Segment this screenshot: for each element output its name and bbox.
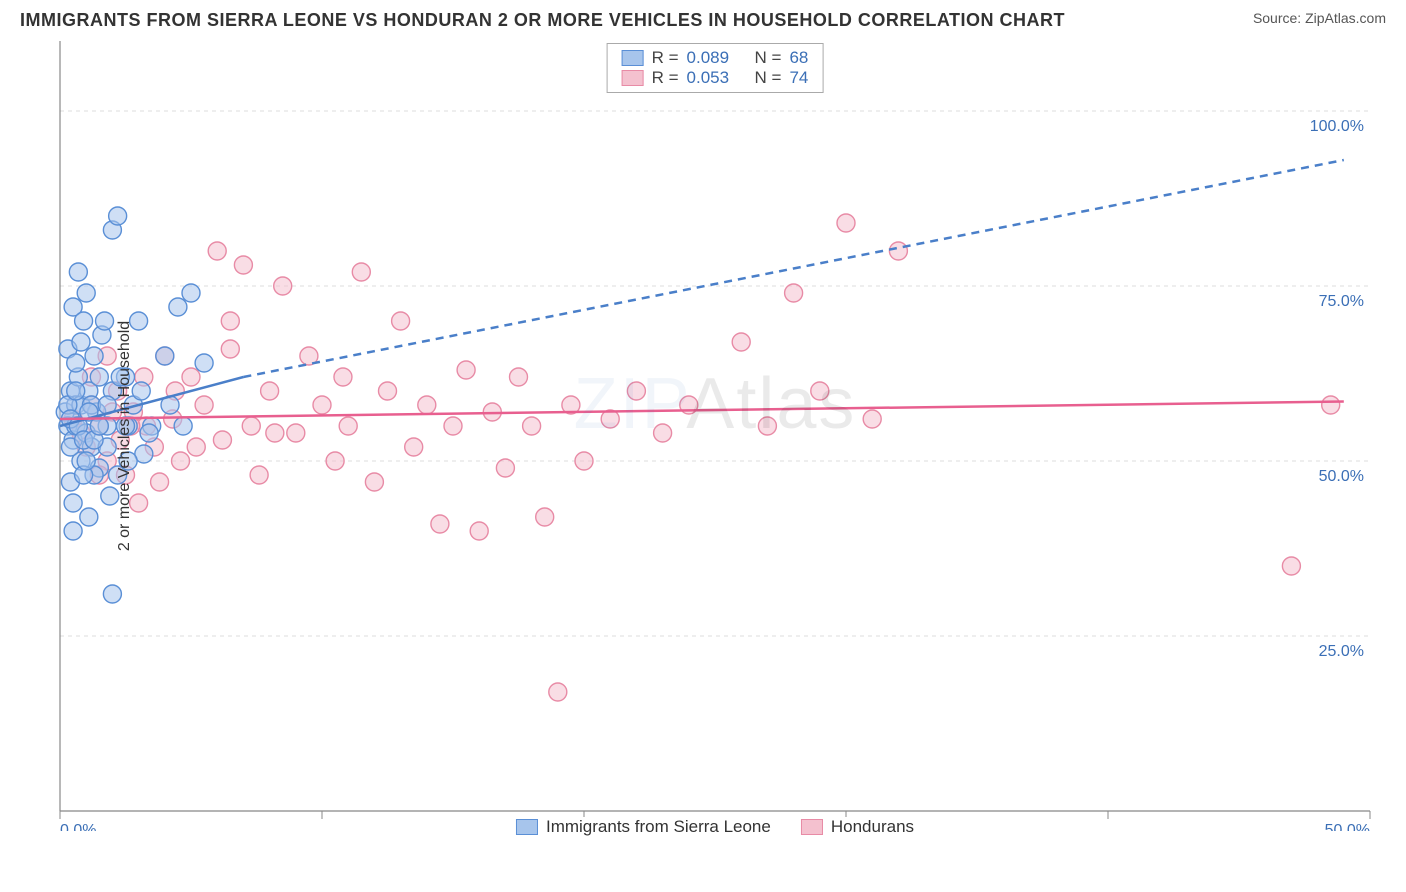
legend-row-a: R = 0.089 N = 68: [622, 48, 809, 68]
chart-title: IMMIGRANTS FROM SIERRA LEONE VS HONDURAN…: [20, 10, 1065, 31]
legend-item-b: Hondurans: [801, 817, 914, 837]
y-axis-label: 2 or more Vehicles in Household: [116, 321, 134, 551]
swatch-a-icon: [516, 819, 538, 835]
svg-text:100.0%: 100.0%: [1310, 118, 1364, 135]
svg-text:50.0%: 50.0%: [1319, 468, 1364, 485]
correlation-legend: R = 0.089 N = 68 R = 0.053 N = 74: [607, 43, 824, 93]
swatch-b-icon: [801, 819, 823, 835]
legend-item-a: Immigrants from Sierra Leone: [516, 817, 771, 837]
swatch-b: [622, 70, 644, 86]
swatch-a: [622, 50, 644, 66]
scatter-plot: 25.0% 50.0% 75.0% 100.0% 0.0% 50.0%: [50, 41, 1380, 831]
svg-text:50.0%: 50.0%: [1325, 822, 1370, 831]
legend-row-b: R = 0.053 N = 74: [622, 68, 809, 88]
chart-area: 2 or more Vehicles in Household ZIPAtlas…: [50, 41, 1380, 831]
svg-text:25.0%: 25.0%: [1319, 643, 1364, 660]
source-label: Source: ZipAtlas.com: [1253, 10, 1386, 26]
svg-text:0.0%: 0.0%: [60, 822, 96, 831]
series-legend: Immigrants from Sierra Leone Hondurans: [508, 817, 922, 837]
svg-text:75.0%: 75.0%: [1319, 293, 1364, 310]
